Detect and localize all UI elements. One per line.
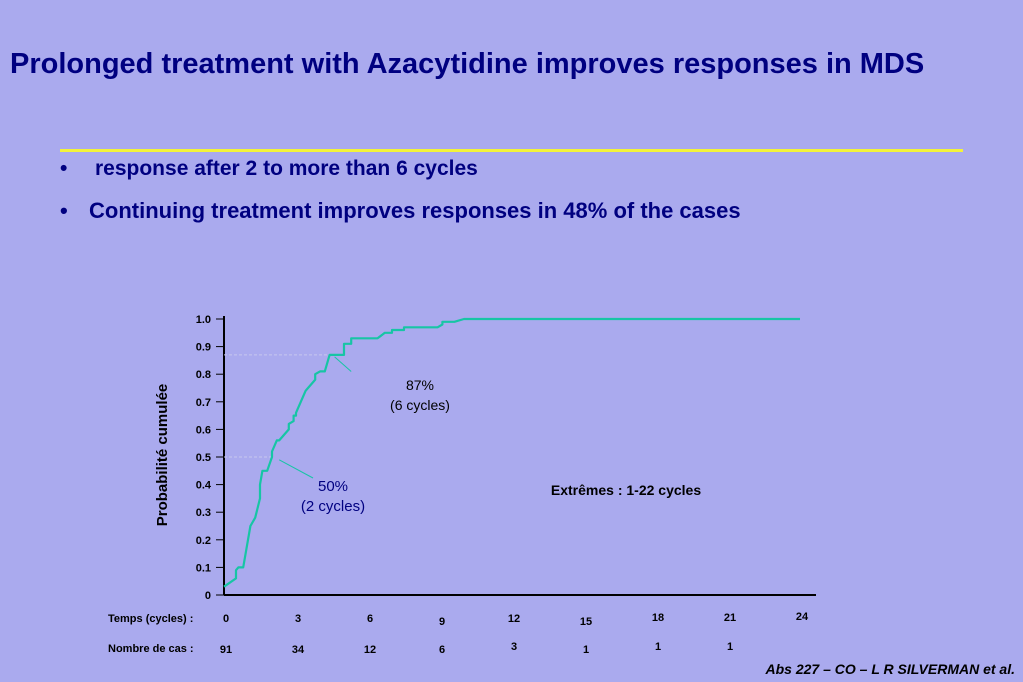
y-tick-label: 0.8 (196, 369, 211, 381)
bullet-text-1: response after 2 to more than 6 cycles (95, 157, 478, 180)
x-tick-label: 15 (580, 616, 592, 628)
case-count-label: 1 (727, 641, 733, 653)
annotation-50-value: 50% (318, 478, 348, 495)
case-count-label: 1 (583, 644, 589, 656)
case-count-label: 91 (220, 644, 232, 656)
y-axis-title: Probabilité cumulée (154, 384, 171, 527)
x-tick-label: 6 (367, 613, 373, 625)
y-tick-label: 0.3 (196, 507, 211, 519)
annotation-pointer-50 (278, 459, 314, 479)
title-divider (60, 149, 963, 152)
case-count-label: 34 (292, 644, 305, 656)
bullet-glyph: • (60, 198, 68, 223)
count-row-title: Nombre de cas : (108, 643, 194, 655)
case-count-label: 12 (364, 644, 376, 656)
y-tick-label: 0.6 (196, 424, 211, 436)
y-tick-label: 0 (205, 590, 211, 602)
y-tick-label: 1.0 (196, 314, 211, 326)
annotation-87-cycles: (6 cycles) (390, 397, 450, 413)
x-tick-label: 24 (796, 611, 809, 623)
y-tick-label: 0.2 (196, 535, 211, 547)
x-tick-label: 3 (295, 613, 301, 625)
bullet-item-1: • response after 2 to more than 6 cycles (60, 157, 478, 181)
y-tick-label: 0.1 (196, 562, 211, 574)
bullet-glyph: • (60, 157, 68, 180)
x-axis-title: Temps (cycles) : (108, 613, 193, 625)
x-tick-label: 18 (652, 612, 664, 624)
annotation-50-cycles: (2 cycles) (301, 498, 365, 515)
y-tick-label: 0.5 (196, 452, 211, 464)
x-tick-label: 9 (439, 616, 445, 628)
x-tick-label: 0 (223, 613, 229, 625)
bullet-text-2: Continuing treatment improves responses … (89, 198, 741, 223)
case-count-label: 6 (439, 644, 445, 656)
y-tick-label: 0.4 (196, 480, 212, 492)
x-tick-label: 21 (724, 612, 736, 624)
case-count-label: 3 (511, 641, 517, 653)
x-tick-label: 12 (508, 613, 520, 625)
slide-title: Prolonged treatment with Azacytidine imp… (10, 48, 925, 80)
annotation-87-value: 87% (406, 377, 434, 393)
case-count-label: 1 (655, 641, 661, 653)
footer-citation: Abs 227 – CO – L R SILVERMAN et al. (765, 661, 1015, 677)
extremes-note: Extrêmes : 1-22 cycles (551, 482, 701, 498)
y-tick-label: 0.7 (196, 397, 211, 409)
y-tick-label: 0.9 (196, 342, 211, 354)
cumulative-probability-curve (223, 317, 800, 588)
annotation-pointer-87 (334, 356, 352, 372)
bullet-item-2: • Continuing treatment improves responses… (60, 198, 741, 224)
